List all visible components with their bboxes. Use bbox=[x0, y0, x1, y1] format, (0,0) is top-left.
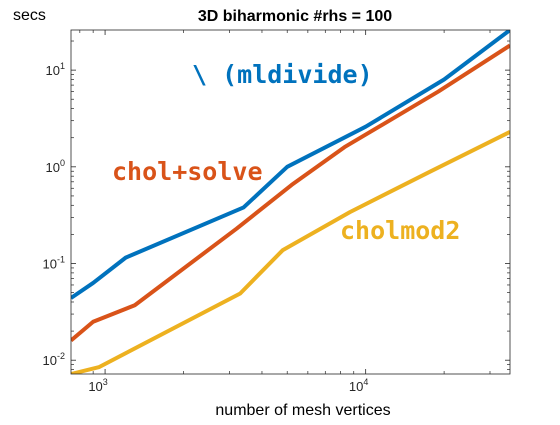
series-line-cholmod2 bbox=[71, 130, 510, 374]
y-tick-label: 101 bbox=[46, 61, 65, 78]
series-line-mldivide bbox=[71, 30, 510, 300]
x-axis-label: number of mesh vertices bbox=[215, 402, 390, 419]
y-tick-label: 100 bbox=[46, 158, 65, 175]
series-line-chol-solve bbox=[71, 43, 510, 342]
x-tick-label: 103 bbox=[88, 377, 107, 394]
series-layer bbox=[71, 30, 510, 374]
plot-frame bbox=[70, 29, 511, 375]
x-tick-label: 104 bbox=[349, 377, 368, 394]
annotation-layer: \ (mldivide) chol+solve cholmod2 bbox=[112, 60, 460, 245]
annotation-mldivide: \ (mldivide) bbox=[192, 60, 373, 89]
ticks-layer: 103 104 10-2 10-1 100 101 bbox=[43, 30, 510, 394]
annotation-cholmod2: cholmod2 bbox=[340, 216, 460, 245]
annotation-chol-solve: chol+solve bbox=[112, 157, 263, 186]
chart-title: 3D biharmonic #rhs = 100 bbox=[198, 8, 392, 25]
y-axis-label: secs bbox=[13, 7, 46, 24]
y-tick-label: 10-1 bbox=[43, 255, 65, 272]
y-tick-label: 10-2 bbox=[43, 351, 65, 368]
